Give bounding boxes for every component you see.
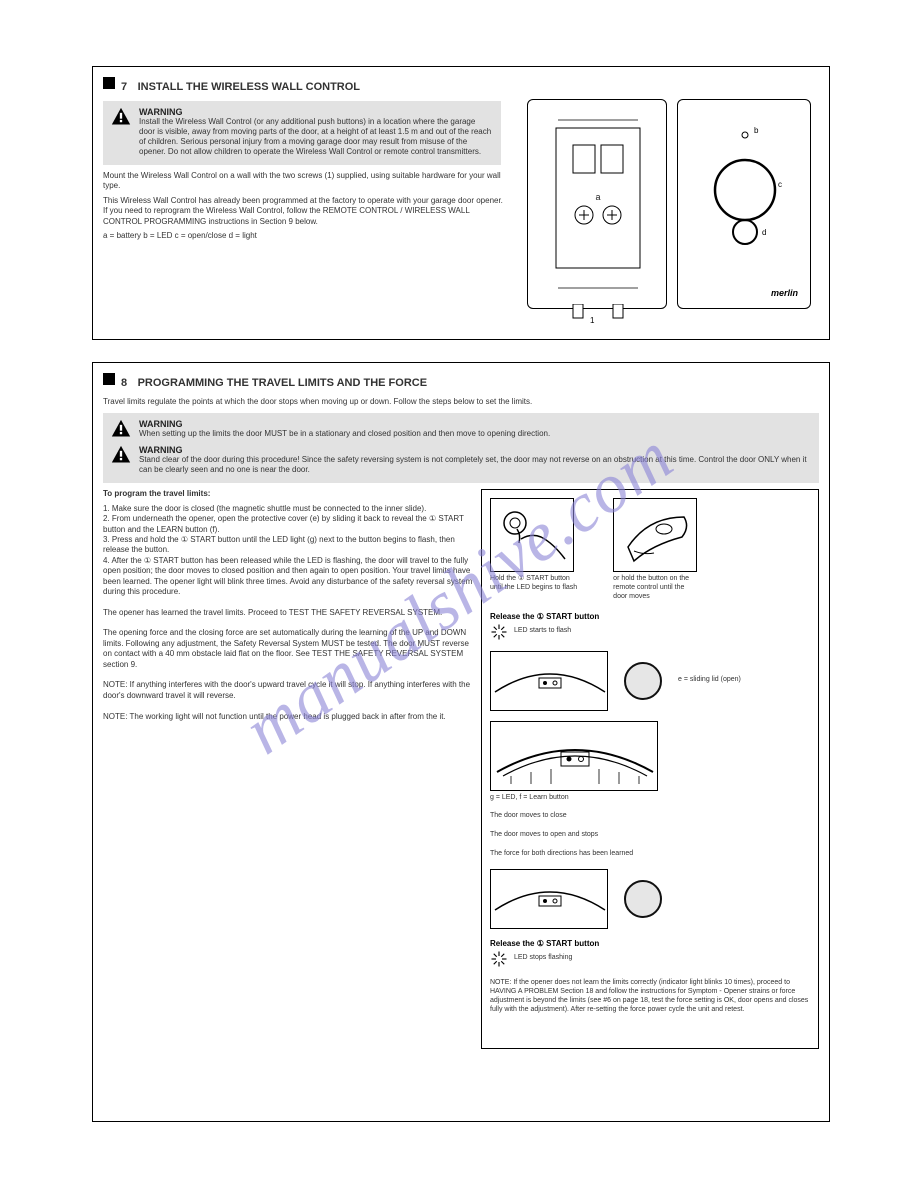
- label-1: 1: [590, 316, 594, 325]
- row6b-label: LED stops flashing: [514, 954, 572, 963]
- warning-2b-body: Stand clear of the door during this proc…: [139, 455, 811, 475]
- section-1-number: 7: [121, 81, 127, 93]
- warning-2a-head: WARNING: [139, 419, 550, 429]
- page: 7 INSTALL THE WIRELESS WALL CONTROL WARN…: [92, 66, 830, 1144]
- warning-2a-body: When setting up the limits the door MUST…: [139, 429, 550, 439]
- fig-remote: [613, 498, 697, 572]
- warning-1-head: WARNING: [139, 107, 493, 117]
- section-2-intro: Travel limits regulate the points at whi…: [103, 397, 747, 407]
- screw-tabs: [528, 304, 668, 324]
- section-1-body-2: This Wireless Wall Control has already b…: [103, 196, 509, 227]
- fig-press-button: [490, 498, 574, 572]
- row3-label: The door moves to close: [490, 812, 810, 821]
- right-note: NOTE: If the opener does not learn the l…: [490, 978, 810, 1014]
- left-head: To program the travel limits:: [103, 489, 473, 499]
- section-1-body-1: Mount the Wireless Wall Control on a wal…: [103, 171, 509, 192]
- caption-remote: or hold the button on the remote control…: [613, 575, 697, 601]
- section-marker: [103, 77, 115, 89]
- label-c: c: [778, 180, 782, 189]
- warning-box-2: WARNING When setting up the limits the d…: [103, 413, 819, 483]
- warning-2b-head: WARNING: [139, 445, 811, 455]
- warning-icon: [111, 419, 131, 437]
- row1-label: Release the ① START button: [490, 612, 810, 621]
- row5-label: The force for both directions has been l…: [490, 850, 810, 859]
- section-1-body-3: a = battery b = LED c = open/close d = l…: [103, 231, 509, 241]
- row6a-label: Release the ① START button: [490, 939, 810, 948]
- panel-fig-b: [490, 721, 658, 791]
- label-a: a: [595, 192, 600, 202]
- start-button-fig-2: [624, 880, 662, 918]
- section-2-title: PROGRAMMING THE TRAVEL LIMITS AND THE FO…: [138, 377, 427, 389]
- start-button-fig: [624, 662, 662, 700]
- warning-box-1: WARNING Install the Wireless Wall Contro…: [103, 101, 501, 165]
- panel2-caption: g = LED, f = Learn button: [490, 794, 810, 803]
- section-marker: [103, 373, 115, 385]
- panel-fig-a: [490, 651, 608, 711]
- step-panel: Hold the ① START button until the LED be…: [481, 489, 819, 1049]
- row2-label: LED starts to flash: [514, 627, 571, 636]
- backplate-drawing: a: [528, 100, 668, 310]
- section-1-title: INSTALL THE WIRELESS WALL CONTROL: [138, 81, 360, 93]
- warning-icon: [111, 445, 131, 463]
- row4-label: The door moves to open and stops: [490, 831, 810, 840]
- panel1-caption: e = sliding lid (open): [678, 676, 741, 685]
- frontplate-drawing: [678, 100, 812, 310]
- warning-icon: [111, 107, 131, 125]
- label-b: b: [754, 126, 758, 135]
- warning-1-body: Install the Wireless Wall Control (or an…: [139, 117, 493, 157]
- caption-press: Hold the ① START button until the LED be…: [490, 575, 577, 593]
- flash-off-icon: [490, 950, 508, 968]
- brand-label: merlin: [771, 288, 798, 298]
- wall-control-figure: a 1 merlin b: [519, 95, 819, 325]
- left-body: 1. Make sure the door is closed (the mag…: [103, 504, 473, 722]
- panel-fig-c: [490, 869, 608, 929]
- section-2-number: 8: [121, 377, 127, 389]
- flash-icon: [490, 623, 508, 641]
- label-d: d: [762, 228, 766, 237]
- section-1: 7 INSTALL THE WIRELESS WALL CONTROL WARN…: [92, 66, 830, 340]
- section-2: 8 PROGRAMMING THE TRAVEL LIMITS AND THE …: [92, 362, 830, 1122]
